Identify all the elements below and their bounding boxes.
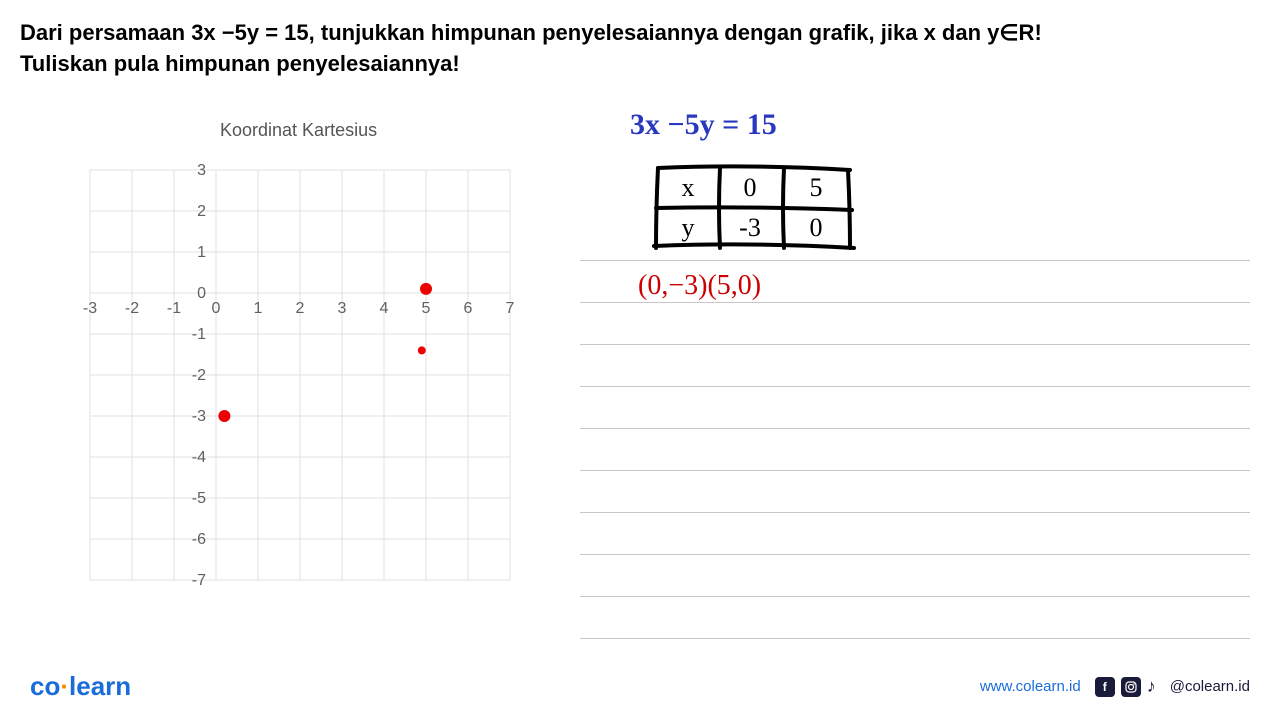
svg-text:1: 1 xyxy=(254,300,263,317)
ruled-line xyxy=(580,512,1250,513)
ruled-line xyxy=(580,596,1250,597)
handwritten-table: x 0 5 y -3 0 xyxy=(650,160,860,260)
svg-text:-6: -6 xyxy=(192,531,206,548)
question-text: Dari persamaan 3x −5y = 15, tunjukkan hi… xyxy=(0,0,1280,90)
footer-right: www.colearn.id f ♪ @colearn.id xyxy=(980,676,1250,697)
tiktok-icon: ♪ xyxy=(1147,676,1156,697)
svg-text:3: 3 xyxy=(338,300,347,317)
svg-text:0: 0 xyxy=(744,173,757,202)
ruled-line xyxy=(580,554,1250,555)
website-url: www.colearn.id xyxy=(980,678,1081,695)
ruled-line xyxy=(580,344,1250,345)
svg-text:y: y xyxy=(682,213,695,242)
svg-text:4: 4 xyxy=(380,300,389,317)
social-icons: f ♪ xyxy=(1095,676,1156,697)
svg-text:-2: -2 xyxy=(192,367,206,384)
svg-text:3: 3 xyxy=(197,162,206,179)
svg-text:-1: -1 xyxy=(192,326,206,343)
svg-text:5: 5 xyxy=(810,173,823,202)
svg-text:1: 1 xyxy=(197,244,206,261)
logo-learn: learn xyxy=(69,671,131,701)
footer: co·learn www.colearn.id f ♪ @colearn.id xyxy=(0,671,1280,702)
svg-text:-3: -3 xyxy=(739,213,761,242)
ruled-line xyxy=(580,302,1250,303)
social-handle: @colearn.id xyxy=(1170,678,1250,695)
ruled-line xyxy=(580,386,1250,387)
svg-text:0: 0 xyxy=(810,213,823,242)
question-line1: Dari persamaan 3x −5y = 15, tunjukkan hi… xyxy=(20,18,1260,49)
svg-text:-2: -2 xyxy=(125,300,139,317)
handwritten-equation: 3x −5y = 15 xyxy=(630,108,777,142)
svg-text:0: 0 xyxy=(212,300,221,317)
instagram-icon xyxy=(1121,677,1141,697)
svg-text:7: 7 xyxy=(506,300,515,317)
svg-text:2: 2 xyxy=(296,300,305,317)
cartesian-chart: -3 -2 -1 0 1 2 3 4 5 6 7 -7 -6 -5 -4 -3 -2 -1 0 1 2 3 xyxy=(50,160,530,610)
ruled-line xyxy=(580,638,1250,639)
logo-co: co xyxy=(30,671,60,701)
handwritten-points: (0,−3)(5,0) xyxy=(638,270,761,302)
ruled-line xyxy=(580,470,1250,471)
facebook-icon: f xyxy=(1095,677,1115,697)
svg-text:-3: -3 xyxy=(192,408,206,425)
svg-text:-3: -3 xyxy=(83,300,97,317)
svg-text:-4: -4 xyxy=(192,449,206,466)
svg-text:5: 5 xyxy=(422,300,431,317)
question-line2: Tuliskan pula himpunan penyelesaiannya! xyxy=(20,49,1260,80)
logo: co·learn xyxy=(30,671,131,702)
logo-dot-icon: · xyxy=(60,671,69,701)
svg-text:0: 0 xyxy=(197,285,206,302)
ruled-line xyxy=(580,260,1250,261)
svg-text:x: x xyxy=(682,173,695,202)
svg-text:-5: -5 xyxy=(192,490,206,507)
svg-text:-1: -1 xyxy=(167,300,181,317)
svg-text:6: 6 xyxy=(464,300,473,317)
chart-title: Koordinat Kartesius xyxy=(220,120,377,141)
ruled-line xyxy=(580,428,1250,429)
svg-text:-7: -7 xyxy=(192,572,206,589)
svg-text:2: 2 xyxy=(197,203,206,220)
